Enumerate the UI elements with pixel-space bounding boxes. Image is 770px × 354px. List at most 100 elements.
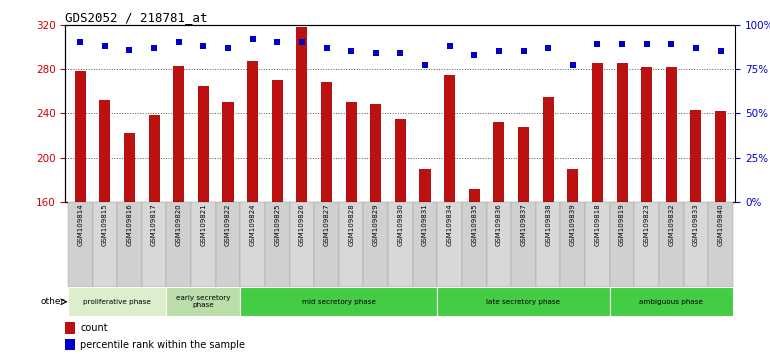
Bar <box>462 202 487 287</box>
Point <box>567 63 579 68</box>
Text: GSM109834: GSM109834 <box>447 204 453 246</box>
Text: GSM109833: GSM109833 <box>693 204 699 246</box>
Bar <box>715 111 726 202</box>
Text: GSM109828: GSM109828 <box>348 204 354 246</box>
Bar <box>191 202 216 287</box>
Bar <box>413 202 437 287</box>
Text: GSM109819: GSM109819 <box>619 204 625 246</box>
Bar <box>585 202 610 287</box>
Bar <box>117 202 142 287</box>
Bar <box>666 67 677 202</box>
Bar <box>567 169 578 202</box>
Point <box>74 40 86 45</box>
Text: late secretory phase: late secretory phase <box>487 299 561 305</box>
Bar <box>388 202 413 287</box>
Bar <box>142 202 166 287</box>
Text: GDS2052 / 218781_at: GDS2052 / 218781_at <box>65 11 208 24</box>
Text: GSM109820: GSM109820 <box>176 204 182 246</box>
Text: GSM109838: GSM109838 <box>545 204 551 246</box>
Bar <box>444 75 455 202</box>
Text: GSM109814: GSM109814 <box>77 204 83 246</box>
Bar <box>75 71 85 202</box>
Text: GSM109829: GSM109829 <box>373 204 379 246</box>
Text: GSM109826: GSM109826 <box>299 204 305 246</box>
Bar <box>518 126 529 202</box>
Text: GSM109836: GSM109836 <box>496 204 502 246</box>
Point <box>517 48 530 54</box>
Point <box>419 63 431 68</box>
Point <box>197 43 209 49</box>
Bar <box>395 119 406 202</box>
Point <box>394 50 407 56</box>
Bar <box>92 202 117 287</box>
Bar <box>265 202 290 287</box>
Point <box>665 41 678 47</box>
Text: GSM109824: GSM109824 <box>249 204 256 246</box>
Bar <box>536 202 561 287</box>
Bar <box>240 287 437 316</box>
Point <box>222 45 234 51</box>
Bar <box>339 202 363 287</box>
Point <box>641 41 653 47</box>
Point <box>172 40 185 45</box>
Bar <box>223 102 233 202</box>
Point <box>444 43 456 49</box>
Point <box>271 40 283 45</box>
Point <box>715 48 727 54</box>
Bar <box>166 287 240 316</box>
Text: GSM109831: GSM109831 <box>422 204 428 246</box>
Bar <box>494 122 504 202</box>
Bar <box>346 102 357 202</box>
Point <box>148 45 160 51</box>
Bar <box>321 82 332 202</box>
Bar <box>99 100 110 202</box>
Point <box>616 41 628 47</box>
Bar <box>469 188 480 202</box>
Text: GSM109816: GSM109816 <box>126 204 132 246</box>
Point <box>591 41 604 47</box>
Text: GSM109840: GSM109840 <box>718 204 724 246</box>
Point <box>370 50 382 56</box>
Bar <box>511 202 536 287</box>
Text: ambiguous phase: ambiguous phase <box>639 299 703 305</box>
Point <box>123 47 136 52</box>
Bar <box>659 202 684 287</box>
Bar <box>173 66 184 202</box>
Text: GSM109823: GSM109823 <box>644 204 650 246</box>
Point <box>690 45 702 51</box>
Text: GSM109837: GSM109837 <box>521 204 527 246</box>
Bar <box>610 202 634 287</box>
Bar <box>68 287 166 316</box>
Bar <box>543 97 554 202</box>
Bar <box>684 202 708 287</box>
Text: GSM109832: GSM109832 <box>668 204 675 246</box>
Bar <box>272 80 283 202</box>
Text: GSM109818: GSM109818 <box>594 204 601 246</box>
Bar <box>124 133 135 202</box>
Bar <box>68 202 92 287</box>
Text: proliferative phase: proliferative phase <box>83 299 151 305</box>
Bar <box>149 115 159 202</box>
Bar <box>65 322 75 333</box>
Text: GSM109839: GSM109839 <box>570 204 576 246</box>
Point <box>493 48 505 54</box>
Bar <box>708 202 733 287</box>
Point <box>246 36 259 42</box>
Bar <box>691 110 701 202</box>
Point <box>542 45 554 51</box>
Point <box>345 48 357 54</box>
Text: early secretory
phase: early secretory phase <box>176 295 231 308</box>
Point <box>320 45 333 51</box>
Bar <box>437 202 462 287</box>
Bar <box>296 27 307 202</box>
Text: GSM109825: GSM109825 <box>274 204 280 246</box>
Text: GSM109821: GSM109821 <box>200 204 206 246</box>
Bar <box>216 202 240 287</box>
Bar <box>166 202 191 287</box>
Text: GSM109822: GSM109822 <box>225 204 231 246</box>
Point <box>99 43 111 49</box>
Bar <box>610 287 733 316</box>
Bar <box>420 169 430 202</box>
Bar <box>634 202 659 287</box>
Bar <box>363 202 388 287</box>
